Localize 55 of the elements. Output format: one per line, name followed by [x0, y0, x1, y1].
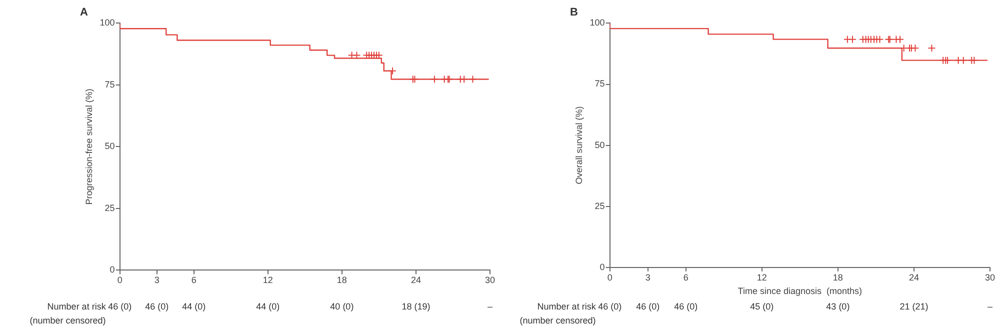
y-tick-label: 0	[110, 264, 115, 275]
point	[911, 44, 920, 52]
point	[900, 44, 908, 52]
x-tick-label: 0	[607, 272, 612, 282]
text: 18 (19)	[402, 301, 430, 312]
y-tick-label: 75	[104, 79, 115, 90]
text: 46 (0)	[636, 301, 660, 312]
x-tick-label: 18	[336, 275, 347, 286]
x-tick-label: 18	[832, 272, 843, 282]
x-tick-label: 24	[908, 272, 919, 282]
text: –	[487, 301, 493, 312]
point	[928, 44, 936, 52]
text: Number at risk (number censored)	[30, 301, 106, 326]
y-tick-label: 100	[590, 18, 605, 28]
x-axis-title: Time since diagnosis (months)	[738, 286, 862, 296]
text: Number at risk (number censored)	[520, 301, 596, 326]
chart-title: A	[80, 6, 88, 19]
point	[876, 35, 884, 44]
text: 46 (0)	[598, 301, 622, 312]
x-tick-label: 24	[410, 275, 421, 286]
y-tick-label: 50	[594, 140, 605, 150]
x-tick-label: 12	[756, 272, 767, 282]
text: 46 (0)	[674, 301, 698, 312]
y-axis-title: Progression-free survival (%)	[84, 88, 94, 205]
text: 43 (0)	[826, 301, 850, 312]
x-tick-label: 30	[984, 272, 996, 282]
text: 40 (0)	[330, 301, 354, 312]
text: 45 (0)	[750, 301, 774, 312]
x-tick-label: 3	[645, 272, 650, 282]
text: 44 (0)	[182, 301, 206, 312]
y-axis-title: Overall survival (%)	[574, 106, 584, 184]
chart-title: B	[570, 6, 578, 19]
x-tick-label: 6	[191, 275, 196, 286]
text: 46 (0)	[145, 301, 169, 312]
y-tick-label: 25	[104, 202, 115, 213]
x-tick-label: 6	[683, 272, 688, 282]
point	[896, 35, 904, 44]
y-tick-label: 50	[104, 141, 115, 152]
text: 46 (0)	[108, 301, 132, 312]
y-tick-label: 0	[600, 262, 605, 272]
point	[352, 51, 361, 60]
point	[848, 35, 856, 44]
y-tick-label: 75	[594, 78, 605, 89]
text: 21 (21)	[900, 301, 928, 312]
x-tick-label: 30	[484, 275, 496, 286]
point	[374, 51, 383, 60]
text: 44 (0)	[256, 301, 280, 312]
y-tick-label: 100	[100, 18, 115, 28]
point	[843, 35, 852, 44]
y-tick-label: 25	[594, 200, 605, 211]
x-tick-label: 3	[154, 275, 160, 286]
point	[348, 51, 356, 60]
text: –	[987, 301, 993, 312]
x-tick-label: 12	[262, 275, 273, 286]
x-tick-label: 0	[117, 275, 122, 286]
